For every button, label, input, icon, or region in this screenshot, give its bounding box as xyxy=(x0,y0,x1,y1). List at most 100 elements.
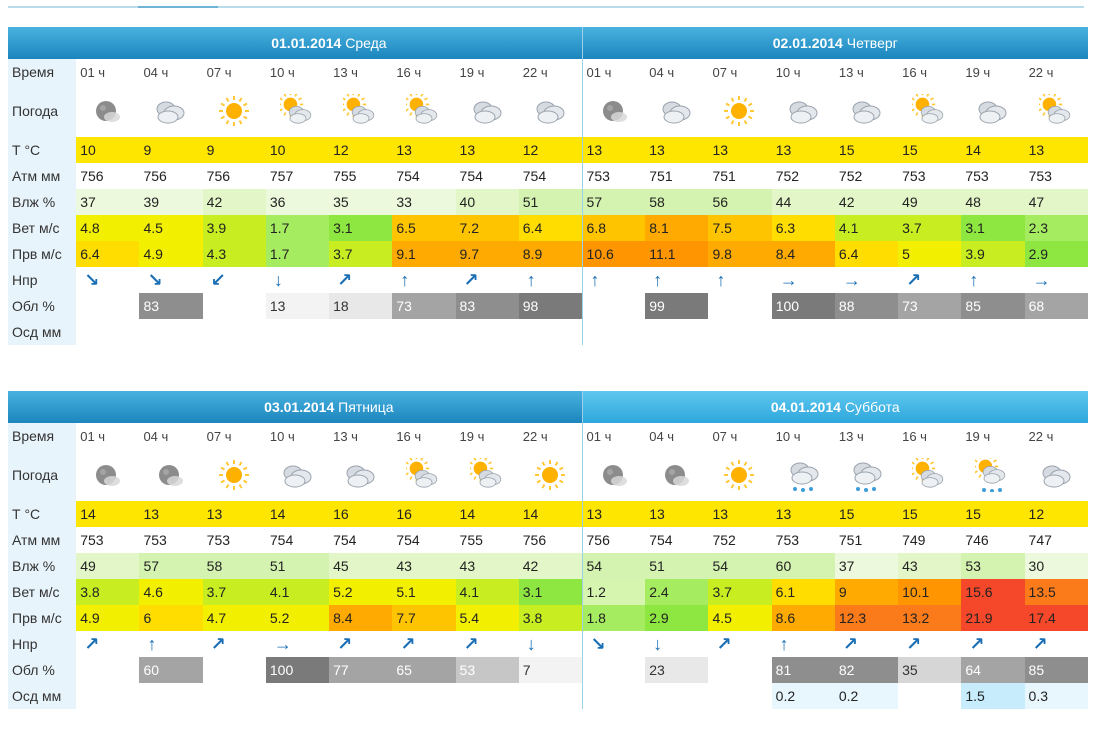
row-label-cloud: Обл % xyxy=(8,293,77,319)
pressure-cell: 756 xyxy=(202,163,266,189)
day-weekday: Пятница xyxy=(338,399,394,415)
wind-arrow-icon: ↓ xyxy=(653,633,663,654)
time-cell: 22 ч xyxy=(518,59,583,85)
precip-cell xyxy=(645,319,709,345)
time-cell: 01 ч xyxy=(76,59,140,85)
wind-cell: 6.1 xyxy=(771,579,835,605)
temp-cell: 13 xyxy=(645,501,709,527)
weather-cell xyxy=(518,85,583,137)
row-dir: Нпр ↘ ↘ ↙ ↓ ↗ ↑ ↗ ↑ ↑ ↑ ↑ → → ↗ ↑ → xyxy=(8,267,1088,293)
weather-cell xyxy=(708,449,772,501)
humidity-cell: 51 xyxy=(265,553,330,579)
weather-cell xyxy=(581,449,646,501)
gust-cell: 13.2 xyxy=(898,605,962,631)
sun-icon xyxy=(722,458,771,492)
cloud-cell: 23 xyxy=(645,657,709,683)
wind-cell: 6.3 xyxy=(771,215,835,241)
humidity-cell: 54 xyxy=(581,553,646,579)
weather-cell xyxy=(392,85,456,137)
temp-cell: 9 xyxy=(202,137,266,163)
wind-arrow-icon: ↗ xyxy=(716,633,732,654)
wind-direction-cell: ↑ xyxy=(961,267,1024,293)
cloud-cell: 85 xyxy=(961,293,1025,319)
cloud-cell xyxy=(202,293,266,319)
cloud-cell: 73 xyxy=(898,293,962,319)
wind-arrow-icon: ↗ xyxy=(969,633,985,654)
wind-arrow-icon: → xyxy=(1032,269,1051,290)
precip-cell xyxy=(265,683,330,709)
weather-cell xyxy=(76,449,140,501)
wind-direction-cell: ↘ xyxy=(139,267,202,293)
wind-cell: 4.1 xyxy=(265,579,330,605)
row-wind: Вет м/с 4.8 4.5 3.9 1.7 3.1 6.5 7.2 6.4 6.8 8.1 7.5… xyxy=(8,215,1088,241)
wind-cell: 7.5 xyxy=(708,215,772,241)
wind-arrow-icon: ↗ xyxy=(400,633,416,654)
gust-cell: 9.1 xyxy=(392,241,456,267)
header-corner xyxy=(8,391,77,423)
row-temp: Т °C 10 9 9 10 12 13 13 12 13 13 13 13 15 15 14 13 xyxy=(8,137,1088,163)
cloud-cell: 83 xyxy=(139,293,203,319)
time-cell: 07 ч xyxy=(708,59,772,85)
wind-arrow-icon: ↘ xyxy=(147,269,163,290)
humidity-cell: 39 xyxy=(139,189,203,215)
precip-cell: 0.2 xyxy=(771,683,835,709)
time-cell: 13 ч xyxy=(329,423,393,449)
pressure-cell: 746 xyxy=(961,527,1025,553)
row-cloud: Обл % 60 100 77 65 53 7 23 81 82 35 64 85 xyxy=(8,657,1088,683)
weather-cell xyxy=(645,449,709,501)
humidity-cell: 47 xyxy=(1024,189,1088,215)
wind-direction-cell: ↗ xyxy=(898,267,961,293)
temp-cell: 14 xyxy=(518,501,582,527)
gust-cell: 4.7 xyxy=(202,605,266,631)
row-label-time: Время xyxy=(8,423,77,449)
pressure-cell: 755 xyxy=(329,163,393,189)
pressure-cell: 752 xyxy=(834,163,899,189)
pressure-cell: 752 xyxy=(771,163,835,189)
cloud-cell: 88 xyxy=(834,293,899,319)
wind-arrow-icon: ↑ xyxy=(526,269,536,290)
humidity-cell: 49 xyxy=(898,189,962,215)
moon-cloud-icon xyxy=(597,458,646,492)
row-label-dir: Нпр xyxy=(8,267,77,293)
humidity-cell: 51 xyxy=(645,553,709,579)
wind-cell: 4.1 xyxy=(834,215,899,241)
wind-cell: 5.1 xyxy=(392,579,456,605)
day-date: 01.01.2014 xyxy=(271,35,342,51)
cloud-icon xyxy=(1039,458,1088,492)
wind-cell: 6.8 xyxy=(581,215,646,241)
weather-cell xyxy=(1024,449,1088,501)
row-temp: Т °C 14 13 13 14 16 16 14 14 13 13 13 13 15 15 15 12 xyxy=(8,501,1088,527)
cloud-cell: 77 xyxy=(329,657,393,683)
cloud-cell xyxy=(581,293,646,319)
gust-cell: 11.1 xyxy=(645,241,709,267)
humidity-cell: 58 xyxy=(202,553,266,579)
precip-cell xyxy=(518,319,583,345)
wind-arrow-icon: ↘ xyxy=(590,633,606,654)
row-time: Время 01 ч 04 ч 07 ч 10 ч 13 ч 16 ч 19 ч 22 ч 01 … xyxy=(8,423,1088,449)
sun-cloud-icon xyxy=(406,458,455,492)
wind-cell: 4.8 xyxy=(76,215,140,241)
cloud-icon xyxy=(786,94,835,128)
temp-cell: 15 xyxy=(898,137,962,163)
gust-cell: 3.8 xyxy=(518,605,582,631)
precip-cell xyxy=(455,683,519,709)
weather-cell xyxy=(518,449,582,501)
pressure-cell: 754 xyxy=(392,163,456,189)
gust-cell: 8.6 xyxy=(771,605,835,631)
time-cell: 13 ч xyxy=(834,59,899,85)
wind-direction-cell: ↗ xyxy=(456,631,519,657)
temp-cell: 13 xyxy=(708,501,772,527)
row-cloud: Обл % 83 13 18 73 83 98 99 100 88 73 85 68 xyxy=(8,293,1088,319)
pressure-cell: 754 xyxy=(329,527,393,553)
time-cell: 16 ч xyxy=(392,423,456,449)
sun-cloud-icon xyxy=(469,458,519,492)
pressure-cell: 753 xyxy=(76,527,140,553)
gust-cell: 6.4 xyxy=(834,241,899,267)
wind-direction-cell: ↓ xyxy=(266,267,329,293)
pressure-cell: 756 xyxy=(76,163,140,189)
wind-cell: 3.7 xyxy=(898,215,962,241)
temp-cell: 13 xyxy=(581,137,646,163)
wind-arrow-icon: → xyxy=(842,269,861,290)
weather-cell xyxy=(898,449,962,501)
row-label-humidity: Влж % xyxy=(8,553,77,579)
